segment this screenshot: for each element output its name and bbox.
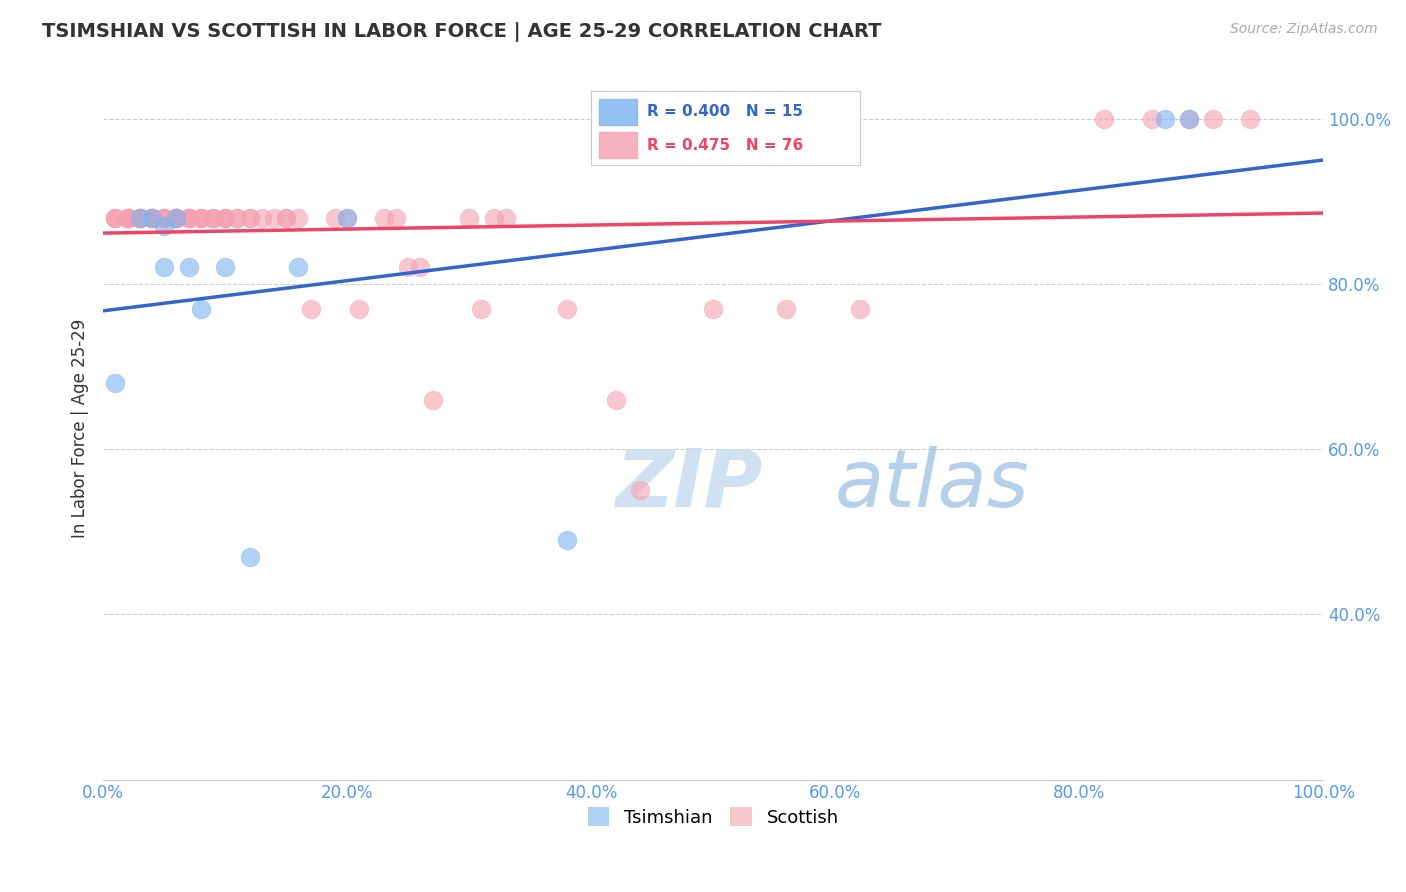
Point — [238, 211, 260, 225]
Point — [702, 301, 724, 316]
Point — [349, 301, 371, 316]
Point — [238, 549, 260, 564]
Point — [201, 211, 224, 225]
Point — [422, 392, 444, 407]
Point — [141, 211, 163, 225]
Point — [117, 211, 139, 225]
Point — [848, 301, 870, 316]
Point — [165, 211, 187, 225]
Text: atlas: atlas — [835, 446, 1029, 524]
Point — [1178, 112, 1201, 126]
Point — [482, 211, 505, 225]
Point — [336, 211, 359, 225]
Point — [128, 211, 150, 225]
Point — [165, 211, 187, 225]
Point — [128, 211, 150, 225]
Point — [495, 211, 517, 225]
Point — [104, 376, 127, 390]
Point — [165, 211, 187, 225]
Point — [1153, 112, 1175, 126]
Point — [190, 211, 212, 225]
Point — [250, 211, 273, 225]
Point — [190, 301, 212, 316]
Point — [1092, 112, 1115, 126]
Point — [287, 260, 309, 275]
Point — [385, 211, 408, 225]
Point — [128, 211, 150, 225]
Point — [177, 211, 200, 225]
Point — [214, 211, 236, 225]
Point — [214, 260, 236, 275]
Point — [141, 211, 163, 225]
Point — [153, 211, 176, 225]
Point — [141, 211, 163, 225]
Point — [141, 211, 163, 225]
Point — [165, 211, 187, 225]
Point — [117, 211, 139, 225]
Point — [128, 211, 150, 225]
Point — [177, 211, 200, 225]
Point — [128, 211, 150, 225]
Point — [190, 211, 212, 225]
Point — [128, 211, 150, 225]
Point — [1142, 112, 1164, 126]
Point — [153, 260, 176, 275]
Text: ZIP: ZIP — [616, 446, 763, 524]
Point — [141, 211, 163, 225]
Point — [373, 211, 395, 225]
Point — [299, 301, 322, 316]
Point — [117, 211, 139, 225]
Point — [1178, 112, 1201, 126]
Legend: Tsimshian, Scottish: Tsimshian, Scottish — [581, 800, 846, 834]
Point — [104, 211, 127, 225]
Point — [605, 392, 627, 407]
Point — [165, 211, 187, 225]
Point — [263, 211, 285, 225]
Point — [201, 211, 224, 225]
Point — [153, 211, 176, 225]
Point — [226, 211, 249, 225]
Point — [141, 211, 163, 225]
Point — [153, 211, 176, 225]
Y-axis label: In Labor Force | Age 25-29: In Labor Force | Age 25-29 — [72, 319, 89, 538]
Point — [775, 301, 797, 316]
Point — [117, 211, 139, 225]
Point — [555, 533, 578, 547]
Point — [555, 301, 578, 316]
Point — [117, 211, 139, 225]
Point — [470, 301, 492, 316]
Point — [628, 483, 651, 498]
Point — [177, 211, 200, 225]
Point — [1202, 112, 1225, 126]
Point — [336, 211, 359, 225]
Point — [214, 211, 236, 225]
Point — [1239, 112, 1261, 126]
Point — [190, 211, 212, 225]
Point — [104, 211, 127, 225]
Point — [226, 211, 249, 225]
Point — [153, 211, 176, 225]
Point — [201, 211, 224, 225]
Point — [276, 211, 298, 225]
Point — [287, 211, 309, 225]
Point — [177, 211, 200, 225]
Point — [177, 260, 200, 275]
Text: TSIMSHIAN VS SCOTTISH IN LABOR FORCE | AGE 25-29 CORRELATION CHART: TSIMSHIAN VS SCOTTISH IN LABOR FORCE | A… — [42, 22, 882, 42]
Point — [238, 211, 260, 225]
Point — [128, 211, 150, 225]
Point — [165, 211, 187, 225]
Point — [323, 211, 346, 225]
Point — [214, 211, 236, 225]
Point — [165, 211, 187, 225]
Point — [409, 260, 432, 275]
Point — [104, 211, 127, 225]
Point — [153, 219, 176, 234]
Text: Source: ZipAtlas.com: Source: ZipAtlas.com — [1230, 22, 1378, 37]
Point — [396, 260, 419, 275]
Point — [276, 211, 298, 225]
Point — [165, 211, 187, 225]
Point — [458, 211, 481, 225]
